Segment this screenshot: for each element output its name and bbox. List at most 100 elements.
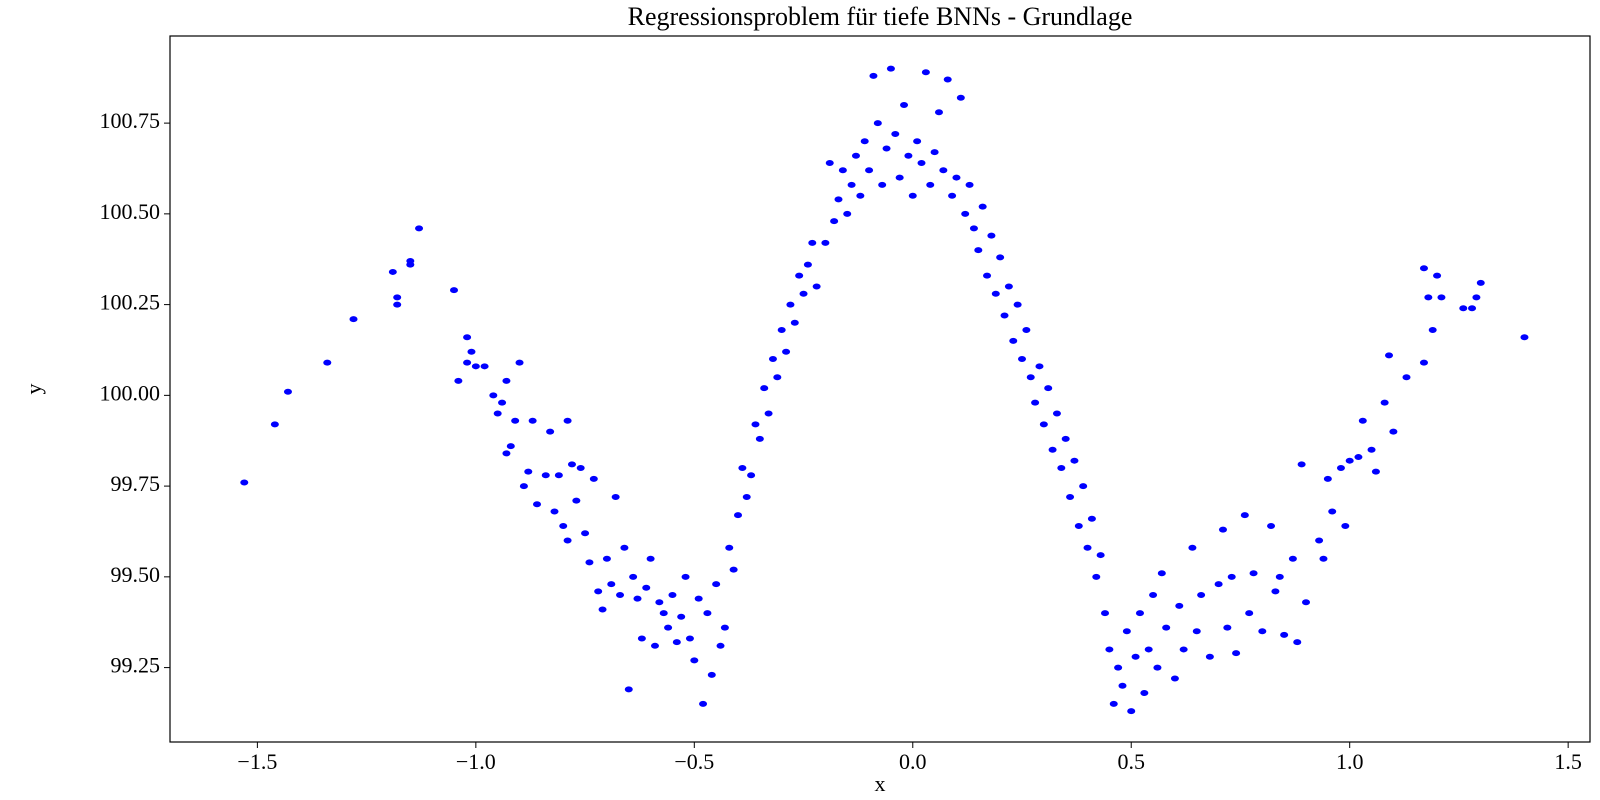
- point: [838, 167, 847, 174]
- point: [1031, 399, 1040, 406]
- point: [559, 523, 568, 530]
- point: [747, 472, 756, 479]
- point: [856, 192, 865, 199]
- point: [1013, 301, 1022, 308]
- point: [467, 348, 476, 355]
- point: [913, 138, 922, 145]
- point: [620, 544, 629, 551]
- point: [860, 138, 869, 145]
- point: [926, 181, 935, 188]
- point: [1092, 573, 1101, 580]
- point: [1315, 537, 1324, 544]
- point: [393, 294, 402, 301]
- point: [773, 374, 782, 381]
- point: [1039, 421, 1048, 428]
- point: [886, 65, 895, 72]
- point: [956, 94, 965, 101]
- point: [270, 421, 279, 428]
- point: [681, 573, 690, 580]
- point: [1114, 664, 1123, 671]
- point: [825, 160, 834, 167]
- point: [1175, 602, 1184, 609]
- point: [493, 410, 502, 417]
- point: [1428, 327, 1437, 334]
- x-tick-label: −1.5: [237, 749, 277, 774]
- point: [454, 377, 463, 384]
- y-tick-label: 100.75: [100, 108, 161, 133]
- point: [1157, 570, 1166, 577]
- y-tick-label: 100.50: [100, 199, 161, 224]
- point: [1026, 374, 1035, 381]
- point: [1267, 523, 1276, 530]
- point: [471, 363, 480, 370]
- point: [996, 254, 1005, 261]
- point: [1118, 682, 1127, 689]
- point: [987, 232, 996, 239]
- point: [1336, 464, 1345, 471]
- x-tick-label: −1.0: [456, 749, 496, 774]
- point: [834, 196, 843, 203]
- point: [882, 145, 891, 152]
- point: [563, 417, 572, 424]
- point: [1074, 523, 1083, 530]
- point: [629, 573, 638, 580]
- point: [1057, 464, 1066, 471]
- point: [406, 261, 415, 268]
- point: [1354, 454, 1363, 461]
- x-tick-label: 0.0: [899, 749, 927, 774]
- point: [463, 334, 472, 341]
- point: [633, 595, 642, 602]
- point: [703, 610, 712, 617]
- point: [607, 581, 616, 588]
- point: [707, 671, 716, 678]
- point: [961, 210, 970, 217]
- y-tick-label: 100.00: [100, 380, 161, 405]
- point: [563, 537, 572, 544]
- point: [821, 239, 830, 246]
- point: [1459, 305, 1468, 312]
- point: [349, 316, 358, 323]
- point: [541, 472, 550, 479]
- point: [1135, 610, 1144, 617]
- point: [598, 606, 607, 613]
- point: [1227, 573, 1236, 580]
- point: [694, 595, 703, 602]
- point: [1258, 628, 1267, 635]
- point: [725, 544, 734, 551]
- point: [1345, 457, 1354, 464]
- point: [646, 555, 655, 562]
- point: [585, 559, 594, 566]
- point: [904, 152, 913, 159]
- point: [1149, 591, 1158, 598]
- point: [480, 363, 489, 370]
- point: [808, 239, 817, 246]
- point: [851, 152, 860, 159]
- point: [637, 635, 646, 642]
- point: [1101, 610, 1110, 617]
- point: [528, 417, 537, 424]
- point: [594, 588, 603, 595]
- point: [1140, 689, 1149, 696]
- point: [1275, 573, 1284, 580]
- point: [777, 327, 786, 334]
- point: [519, 483, 528, 490]
- point: [602, 555, 611, 562]
- point: [533, 501, 542, 508]
- point: [581, 530, 590, 537]
- point: [489, 392, 498, 399]
- point: [1127, 708, 1136, 715]
- point: [1358, 417, 1367, 424]
- point: [572, 497, 581, 504]
- point: [934, 109, 943, 116]
- point: [760, 385, 769, 392]
- point: [642, 584, 651, 591]
- point: [1048, 446, 1057, 453]
- point: [873, 120, 882, 127]
- x-tick-label: −0.5: [674, 749, 714, 774]
- point: [1223, 624, 1232, 631]
- point: [1367, 446, 1376, 453]
- point: [550, 508, 559, 515]
- point: [930, 149, 939, 156]
- point: [1179, 646, 1188, 653]
- point: [1419, 265, 1428, 272]
